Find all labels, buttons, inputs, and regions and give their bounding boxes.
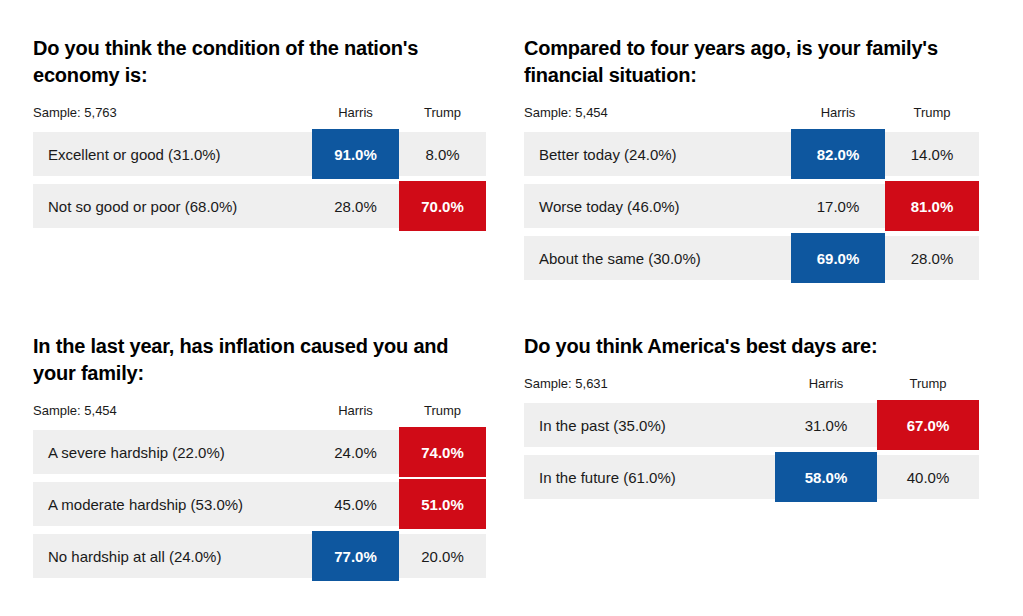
sample-size: Sample: 5,454	[524, 105, 791, 122]
panel-title: Compared to four years ago, is your fami…	[524, 35, 979, 89]
panel-title: Do you think America's best days are:	[524, 333, 979, 360]
trump-value: 74.0%	[399, 427, 486, 477]
answer-label: Not so good or poor (68.0%)	[33, 184, 312, 228]
trump-value: 40.0%	[877, 455, 979, 499]
table-row: Better today (24.0%) 82.0% 14.0%	[524, 132, 979, 176]
table-row: No hardship at all (24.0%) 77.0% 20.0%	[33, 534, 486, 578]
trump-value: 51.0%	[399, 479, 486, 529]
table-header: Sample: 5,763 Harris Trump	[33, 102, 486, 122]
answer-label: A moderate hardship (53.0%)	[33, 482, 312, 526]
answer-label: In the past (35.0%)	[524, 403, 775, 447]
table-row: Worse today (46.0%) 17.0% 81.0%	[524, 184, 979, 228]
poll-panel-inflation-hardship: In the last year, has inflation caused y…	[33, 333, 486, 586]
table-row: Not so good or poor (68.0%) 28.0% 70.0%	[33, 184, 486, 228]
trump-value: 8.0%	[399, 132, 486, 176]
harris-value: 69.0%	[791, 233, 885, 283]
answer-label: In the future (61.0%)	[524, 455, 775, 499]
panel-title: In the last year, has inflation caused y…	[33, 333, 486, 387]
column-header-trump: Trump	[885, 105, 979, 122]
answer-label: No hardship at all (24.0%)	[33, 534, 312, 578]
harris-value: 58.0%	[775, 452, 877, 502]
column-header-harris: Harris	[791, 105, 885, 122]
panels-grid: Do you think the condition of the nation…	[0, 0, 1023, 586]
table-row: In the past (35.0%) 31.0% 67.0%	[524, 403, 979, 447]
poll-panel-best-days: Do you think America's best days are: Sa…	[524, 333, 979, 507]
table-row: Excellent or good (31.0%) 91.0% 8.0%	[33, 132, 486, 176]
poll-panel-economy-condition: Do you think the condition of the nation…	[33, 35, 486, 236]
trump-value: 70.0%	[399, 181, 486, 231]
table-header: Sample: 5,454 Harris Trump	[33, 400, 486, 420]
answer-label: A severe hardship (22.0%)	[33, 430, 312, 474]
table-header: Sample: 5,454 Harris Trump	[524, 102, 979, 122]
column-header-harris: Harris	[312, 105, 399, 122]
poll-panel-financial-situation: Compared to four years ago, is your fami…	[524, 35, 979, 288]
column-header-harris: Harris	[775, 376, 877, 393]
column-header-harris: Harris	[312, 403, 399, 420]
column-header-trump: Trump	[399, 105, 486, 122]
sample-size: Sample: 5,763	[33, 105, 312, 122]
harris-value: 28.0%	[312, 184, 399, 228]
sample-size: Sample: 5,631	[524, 376, 775, 393]
table-row: About the same (30.0%) 69.0% 28.0%	[524, 236, 979, 280]
trump-value: 20.0%	[399, 534, 486, 578]
answer-label: Excellent or good (31.0%)	[33, 132, 312, 176]
table-header: Sample: 5,631 Harris Trump	[524, 373, 979, 393]
trump-value: 67.0%	[877, 400, 979, 450]
column-header-trump: Trump	[399, 403, 486, 420]
harris-value: 31.0%	[775, 403, 877, 447]
harris-value: 45.0%	[312, 482, 399, 526]
table-row: In the future (61.0%) 58.0% 40.0%	[524, 455, 979, 499]
panel-title: Do you think the condition of the nation…	[33, 35, 486, 89]
sample-size: Sample: 5,454	[33, 403, 312, 420]
harris-value: 77.0%	[312, 531, 399, 581]
trump-value: 14.0%	[885, 132, 979, 176]
exit-poll-dashboard: Do you think the condition of the nation…	[0, 0, 1023, 616]
harris-value: 91.0%	[312, 129, 399, 179]
trump-value: 28.0%	[885, 236, 979, 280]
table-row: A moderate hardship (53.0%) 45.0% 51.0%	[33, 482, 486, 526]
harris-value: 17.0%	[791, 184, 885, 228]
answer-label: About the same (30.0%)	[524, 236, 791, 280]
trump-value: 81.0%	[885, 181, 979, 231]
answer-label: Worse today (46.0%)	[524, 184, 791, 228]
answer-label: Better today (24.0%)	[524, 132, 791, 176]
column-header-trump: Trump	[877, 376, 979, 393]
harris-value: 82.0%	[791, 129, 885, 179]
table-row: A severe hardship (22.0%) 24.0% 74.0%	[33, 430, 486, 474]
harris-value: 24.0%	[312, 430, 399, 474]
